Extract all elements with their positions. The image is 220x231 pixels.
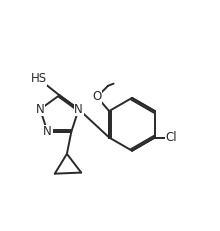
Text: HS: HS <box>30 72 47 85</box>
Text: N: N <box>43 125 52 138</box>
Text: Cl: Cl <box>166 131 177 144</box>
Text: N: N <box>74 103 83 116</box>
Text: N: N <box>36 103 44 116</box>
Text: O: O <box>92 90 102 103</box>
